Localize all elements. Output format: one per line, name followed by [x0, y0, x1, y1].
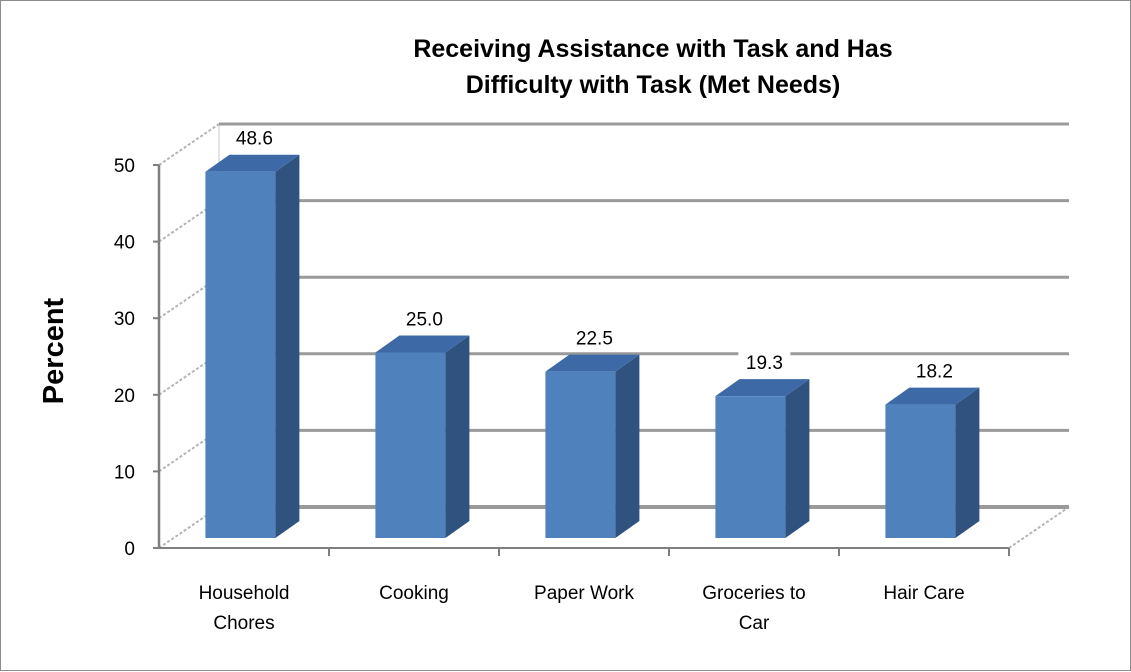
- x-category-label: Paper Work: [534, 583, 634, 604]
- chart-title-line-1: Receiving Assistance with Task and Has: [413, 35, 892, 63]
- x-axis-categories: Household Chores Cooking Paper Work Grocerie…: [199, 548, 1010, 634]
- data-label: 22.5: [576, 329, 613, 350]
- y-axis-label: Percent: [38, 297, 70, 404]
- bar-top: [205, 154, 300, 172]
- bar-top: [715, 379, 810, 397]
- bars: [205, 154, 980, 538]
- y-tick-label: 20: [114, 386, 135, 407]
- data-label: 19.3: [746, 353, 783, 374]
- data-label-background: [738, 350, 791, 376]
- x-category-label: Cooking: [379, 583, 449, 604]
- y-tick-label: 50: [114, 156, 135, 177]
- data-label-background: [398, 306, 451, 332]
- data-label-background: [908, 358, 961, 384]
- data-label-background: [228, 125, 281, 151]
- bar-front: [885, 404, 956, 538]
- bar-top: [375, 335, 470, 353]
- bar: [715, 379, 810, 538]
- y-tick-label: 0: [124, 539, 135, 560]
- y-tick-label: 10: [114, 462, 135, 483]
- y-tick-label: 40: [114, 233, 135, 254]
- bar-side: [955, 387, 980, 538]
- chart-title: Receiving Assistance with Task and Has D…: [413, 35, 892, 99]
- x-category-label: Household Chores: [199, 583, 290, 634]
- x-category-label: Hair Care: [883, 583, 964, 604]
- floor-edge: [1008, 506, 1070, 549]
- side-wall-gridline: [158, 123, 220, 166]
- bar: [375, 335, 470, 538]
- bar: [885, 387, 980, 538]
- chart-title-line-2: Difficulty with Task (Met Needs): [466, 71, 841, 99]
- data-label: 18.2: [916, 362, 953, 383]
- bar: [205, 154, 300, 538]
- x-category-label: Groceries to Car: [702, 583, 805, 634]
- bar-side: [785, 379, 810, 538]
- data-label: 48.6: [236, 129, 273, 150]
- bar-front: [375, 352, 446, 538]
- bar-side: [275, 154, 300, 538]
- bar-front: [545, 371, 616, 538]
- bar: [545, 354, 640, 538]
- bar-side: [445, 335, 470, 538]
- y-axis-ticks: 0 10 20 30 40 50: [114, 156, 159, 560]
- data-label: 25.0: [406, 310, 443, 331]
- bar-side: [615, 354, 640, 538]
- bar-front: [715, 396, 786, 538]
- bar-front: [205, 171, 276, 538]
- axes: [157, 165, 1009, 549]
- bar-top: [545, 354, 640, 372]
- y-tick-label: 30: [114, 309, 135, 330]
- data-labels: 48.6 25.0 22.5 19.3 18.2: [228, 125, 961, 384]
- data-label-background: [568, 325, 621, 351]
- bar-top: [885, 387, 980, 405]
